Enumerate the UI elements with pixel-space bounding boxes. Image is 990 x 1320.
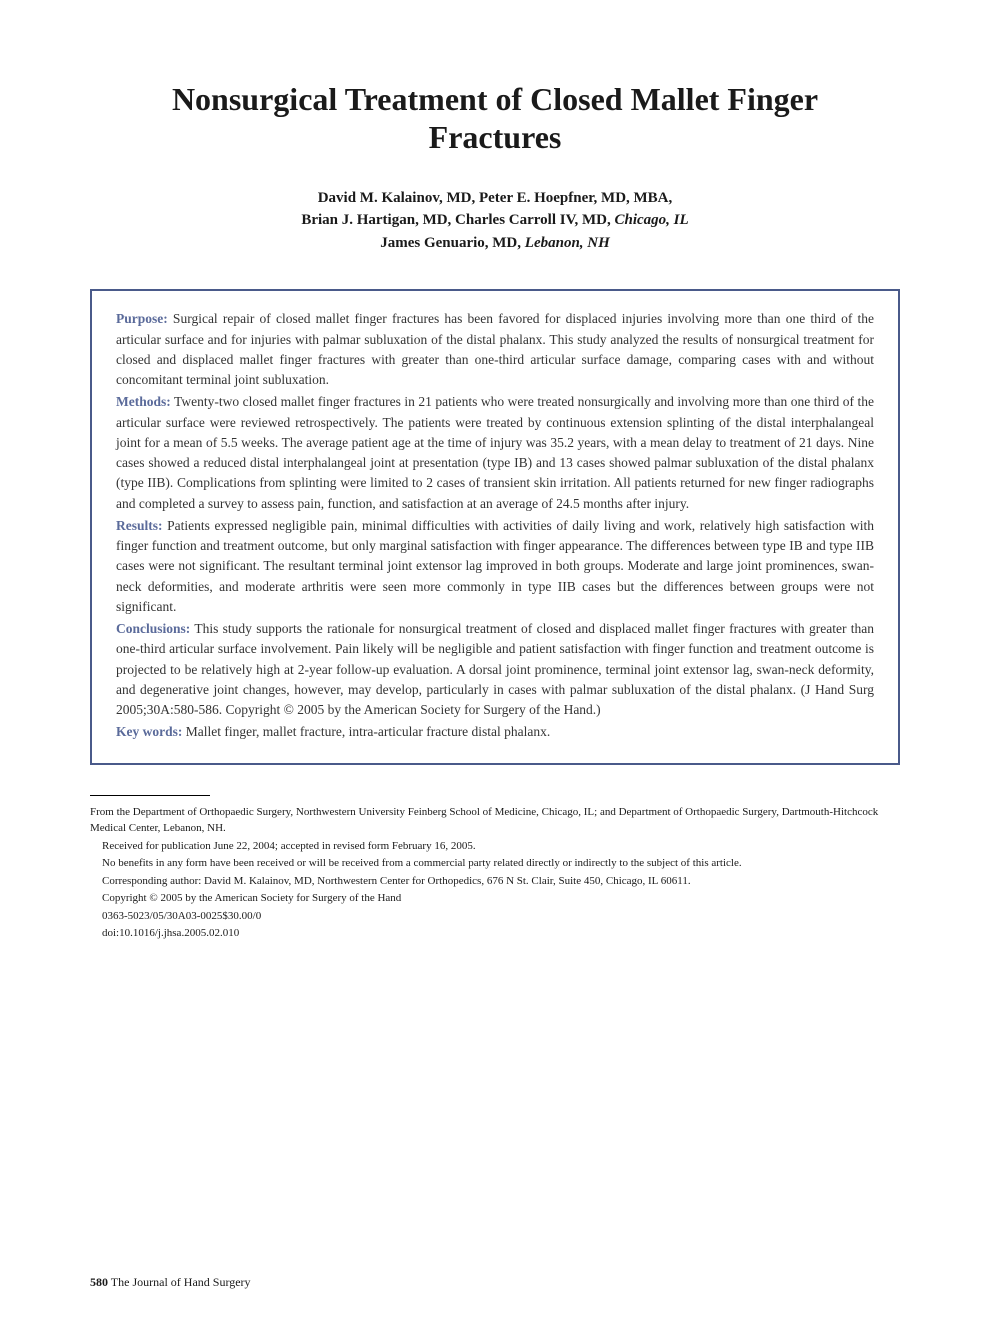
methods-text: Twenty-two closed mallet finger fracture… (116, 394, 874, 510)
methods-label: Methods: (116, 394, 171, 409)
conclusions-label: Conclusions: (116, 621, 190, 636)
author-location-2: Chicago, IL (615, 212, 689, 228)
corresponding-note: Corresponding author: David M. Kalainov,… (90, 873, 900, 890)
author-names-3: James Genuario, MD, (380, 235, 525, 251)
article-title: Nonsurgical Treatment of Closed Mallet F… (90, 80, 900, 157)
journal-name: The Journal of Hand Surgery (111, 1275, 251, 1289)
author-line-2: Brian J. Hartigan, MD, Charles Carroll I… (90, 209, 900, 232)
code-note: 0363-5023/05/30A03-0025$30.00/0 (90, 908, 900, 925)
keywords-label: Key words: (116, 724, 182, 739)
purpose-label: Purpose: (116, 311, 168, 326)
received-note: Received for publication June 22, 2004; … (90, 838, 900, 855)
page-number: 580 (90, 1275, 108, 1289)
abstract-purpose: Purpose: Surgical repair of closed malle… (116, 309, 874, 390)
purpose-text: Surgical repair of closed mallet finger … (116, 311, 874, 387)
page-footer: 580 The Journal of Hand Surgery (90, 1275, 251, 1290)
footer-divider (90, 795, 210, 796)
conclusions-text: This study supports the rationale for no… (116, 621, 874, 717)
footer-notes: From the Department of Orthopaedic Surge… (90, 804, 900, 942)
abstract-conclusions: Conclusions: This study supports the rat… (116, 619, 874, 720)
benefits-note: No benefits in any form have been receiv… (90, 855, 900, 872)
results-text: Patients expressed negligible pain, mini… (116, 518, 874, 614)
abstract-methods: Methods: Twenty-two closed mallet finger… (116, 392, 874, 514)
affiliation-note: From the Department of Orthopaedic Surge… (90, 804, 900, 837)
doi-note: doi:10.1016/j.jhsa.2005.02.010 (90, 925, 900, 942)
authors-block: David M. Kalainov, MD, Peter E. Hoepfner… (90, 187, 900, 255)
author-names-2: Brian J. Hartigan, MD, Charles Carroll I… (301, 212, 614, 228)
abstract-box: Purpose: Surgical repair of closed malle… (90, 289, 900, 764)
author-location-3: Lebanon, NH (525, 235, 610, 251)
abstract-keywords: Key words: Mallet finger, mallet fractur… (116, 722, 874, 742)
abstract-results: Results: Patients expressed negligible p… (116, 516, 874, 617)
author-line-3: James Genuario, MD, Lebanon, NH (90, 232, 900, 255)
results-label: Results: (116, 518, 163, 533)
author-line-1: David M. Kalainov, MD, Peter E. Hoepfner… (90, 187, 900, 210)
keywords-text: Mallet finger, mallet fracture, intra-ar… (182, 724, 550, 739)
copyright-note: Copyright © 2005 by the American Society… (90, 890, 900, 907)
